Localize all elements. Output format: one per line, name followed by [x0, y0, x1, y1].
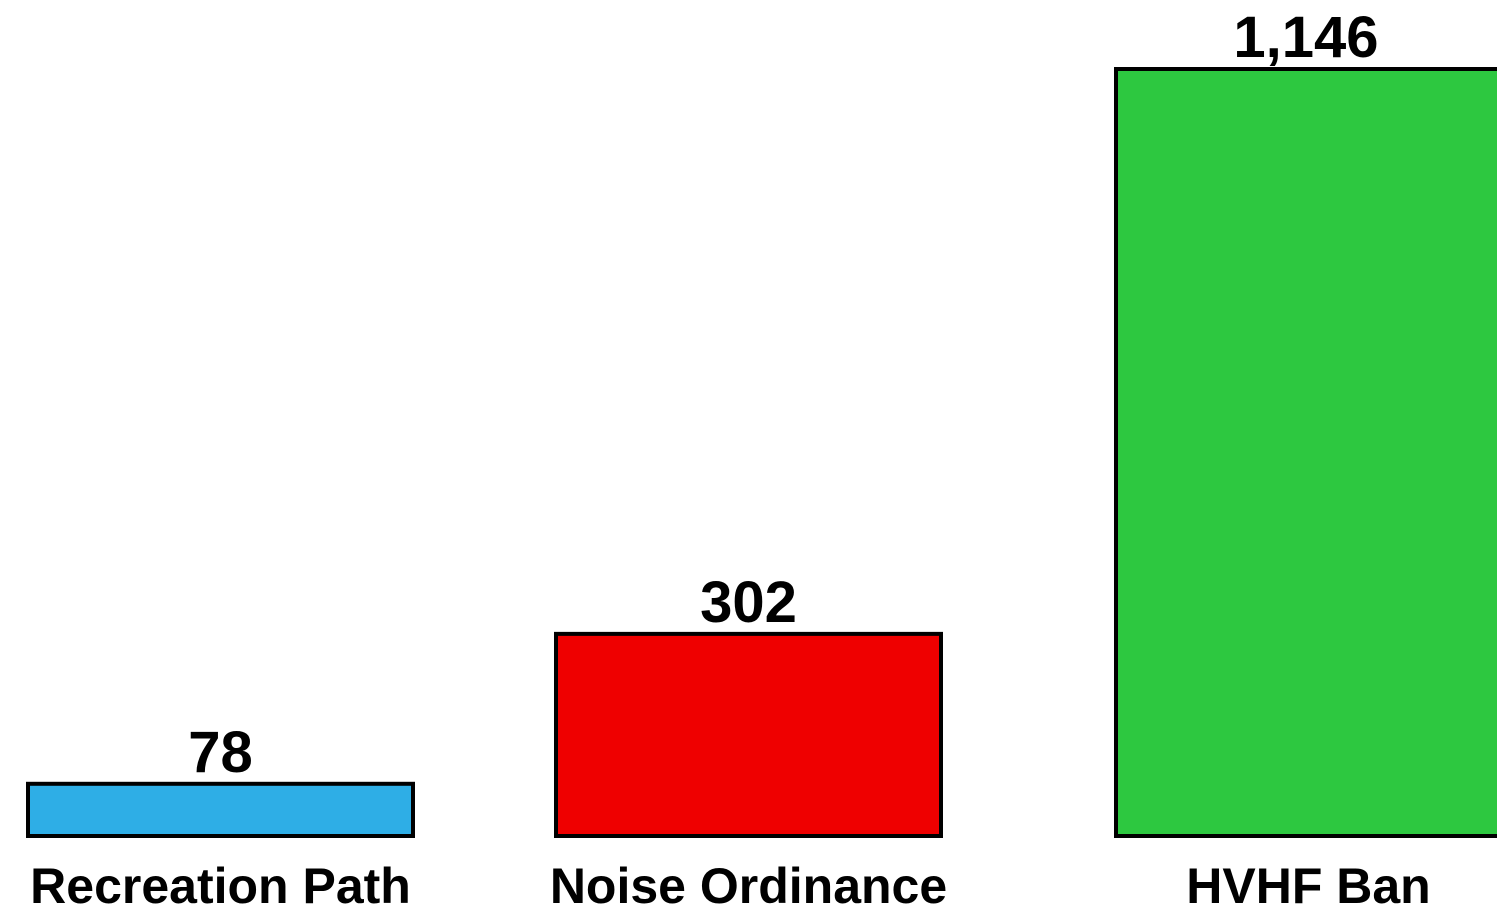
category-label: HVHF Ban	[1186, 858, 1430, 909]
category-label: Noise Ordinance	[550, 858, 947, 909]
bar	[1114, 67, 1497, 838]
value-label: 302	[700, 570, 797, 635]
bar	[26, 781, 415, 839]
bar	[554, 631, 943, 839]
value-label: 78	[188, 720, 253, 785]
value-label: 1,146	[1233, 5, 1378, 70]
category-label: Recreation Path	[30, 858, 411, 909]
